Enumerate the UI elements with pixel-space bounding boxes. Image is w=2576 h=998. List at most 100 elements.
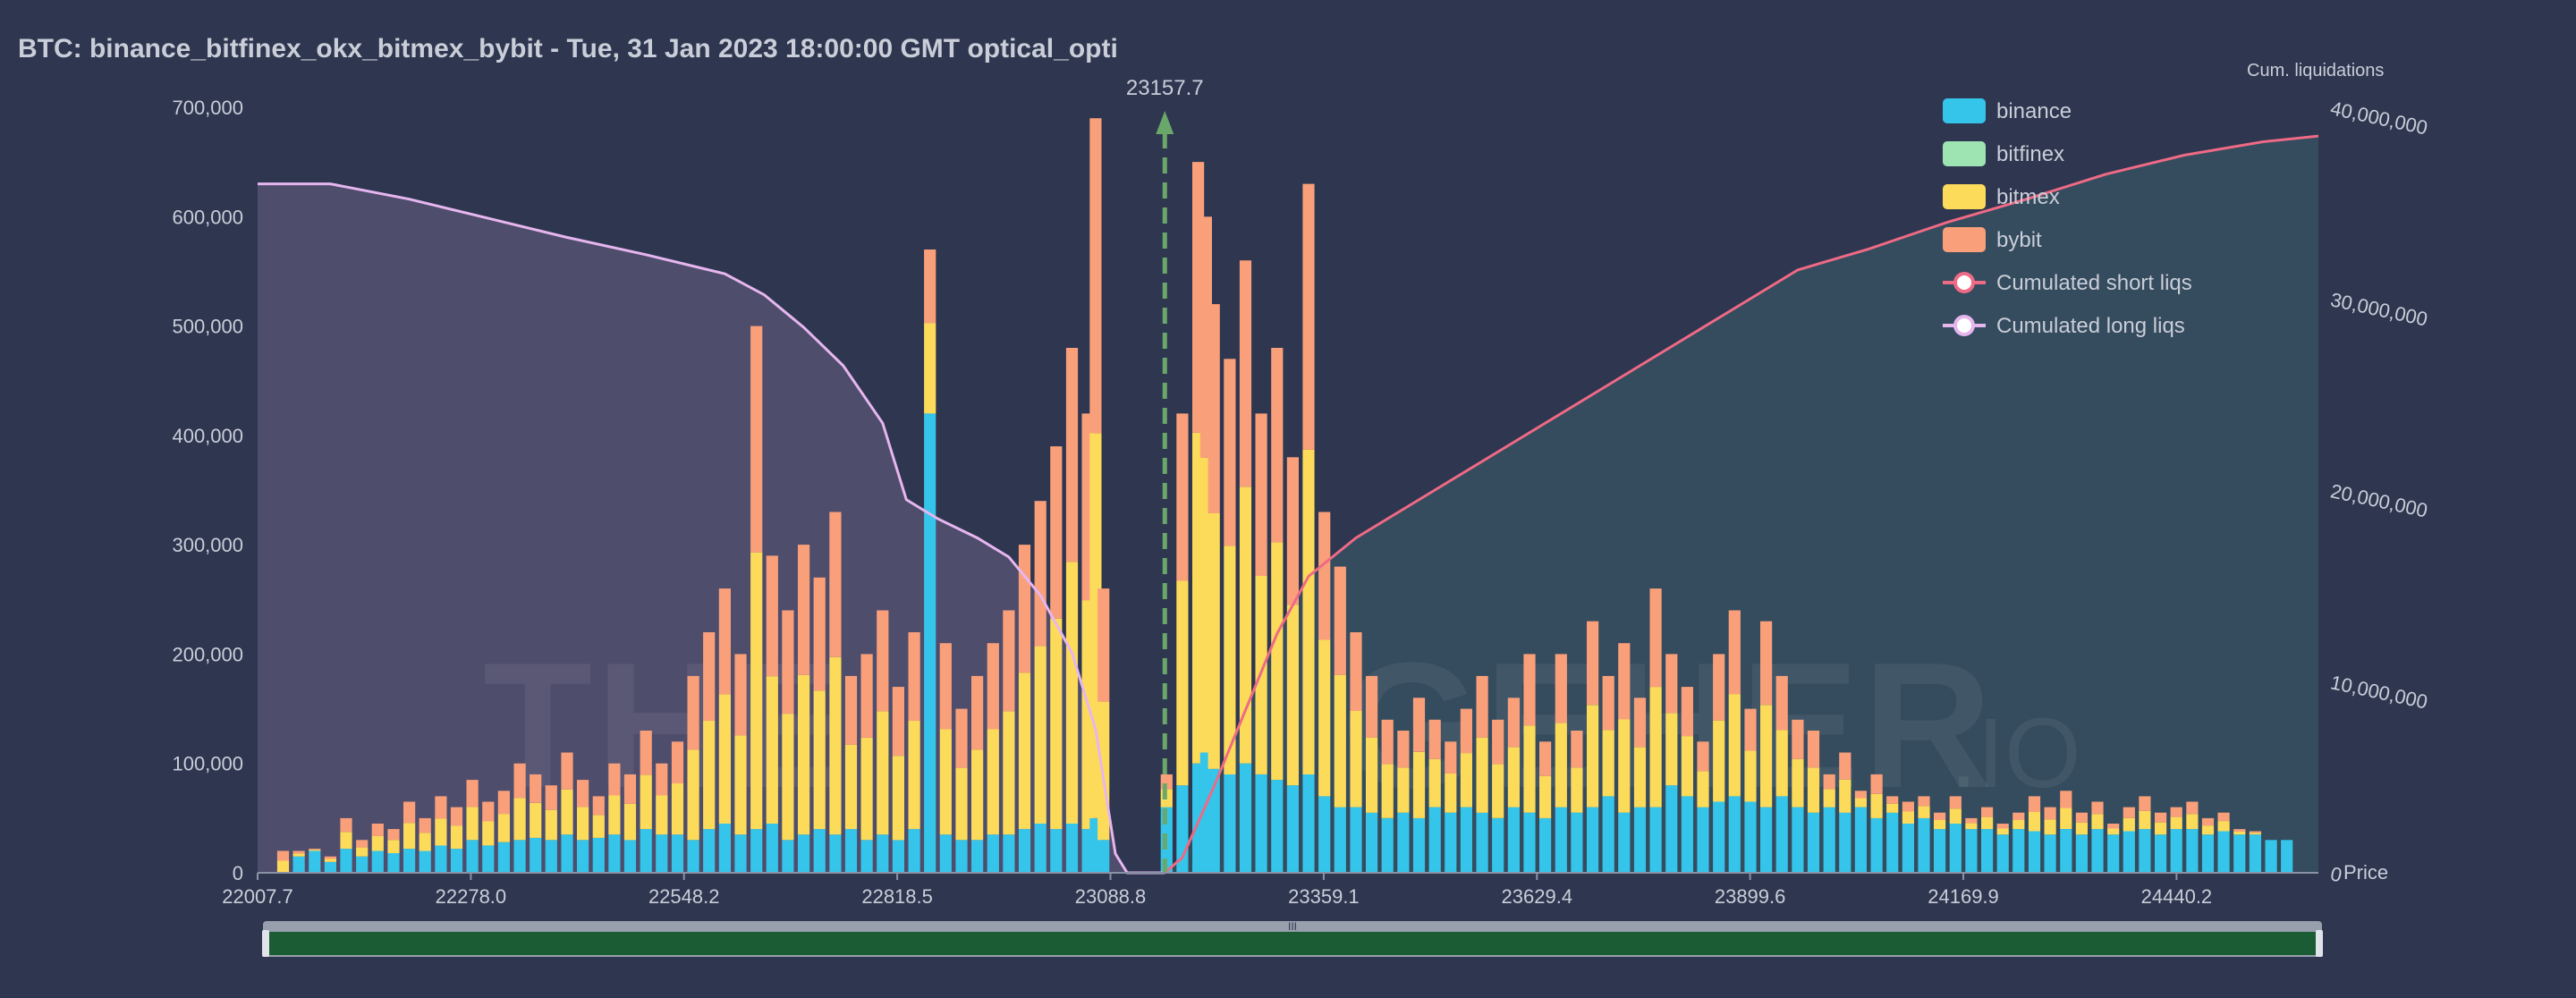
bar-binance [2155, 834, 2167, 873]
bar-bitmex [2012, 820, 2025, 830]
bar-binance [2060, 829, 2072, 873]
bar-bitmex [1823, 789, 1835, 808]
bar-bitmex [1633, 747, 1647, 808]
y-right-axis-ticks: 0 10,000,000 20,000,000 30,000,000 40,000,00… [2328, 97, 2429, 886]
bar-bybit [1918, 796, 1930, 807]
bar-binance [971, 840, 984, 873]
bar-bitmex [1949, 808, 1962, 824]
bar-bitmex [1445, 774, 1457, 813]
bar-binance [545, 840, 557, 873]
zoom-slider-right-handle[interactable] [2316, 930, 2323, 957]
bar-bybit [734, 654, 747, 736]
bar-binance [292, 856, 305, 873]
bar-binance [1271, 780, 1284, 873]
bar-binance [1697, 807, 1709, 873]
bar-bitmex [908, 721, 920, 830]
bar-binance [1397, 812, 1410, 873]
bar-binance [766, 824, 778, 873]
bar-bitmex [2201, 825, 2215, 835]
bar-bybit [829, 512, 842, 657]
bar-bitmex [813, 690, 826, 830]
bar-bybit [718, 588, 731, 695]
bar-bybit [1286, 457, 1299, 605]
zoom-slider[interactable]: III [262, 920, 2323, 957]
y-left-tick-label: 0 [233, 862, 243, 884]
bar-binance [1807, 812, 1820, 873]
bar-bybit [844, 675, 858, 745]
bar-bitmex [987, 729, 999, 835]
bar-bybit [2075, 812, 2088, 823]
bar-bitmex [387, 840, 400, 853]
bar-bitmex [766, 676, 778, 824]
bar-bitmex [718, 694, 731, 824]
bar-bitmex [1412, 751, 1426, 818]
bar-binance [1018, 829, 1031, 873]
bar-bitmex [1065, 562, 1079, 824]
bar-binance [829, 834, 842, 873]
legend-item-cumulated-long-liqs[interactable]: Cumulated long liqs [1943, 314, 2185, 338]
zoom-slider-grip[interactable]: III [1288, 920, 1297, 933]
legend-label: bitmex [1996, 185, 2060, 209]
bar-binance [1886, 812, 1899, 873]
bar-bitmex [671, 783, 684, 835]
bar-bybit [1003, 610, 1015, 712]
bar-bitmex [971, 749, 984, 841]
bar-binance [813, 829, 826, 873]
bar-bybit [1507, 698, 1520, 748]
bar-bybit [435, 796, 447, 819]
legend-item-bitmex[interactable]: bitmex [1943, 184, 2060, 209]
legend-item-cumulated-short-liqs[interactable]: Cumulated short liqs [1943, 271, 2192, 295]
bar-binance [1949, 824, 1962, 873]
legend-item-binance[interactable]: binance [1943, 98, 2072, 123]
bar-binance [1445, 812, 1457, 873]
zoom-slider-left-handle[interactable] [262, 930, 269, 957]
bar-bybit [1792, 719, 1804, 759]
bar-bybit [1539, 741, 1552, 776]
bar-binance [687, 840, 699, 873]
bar-bybit [387, 829, 400, 841]
bar-bybit [592, 796, 605, 816]
bar-binance [371, 850, 384, 873]
bar-binance [640, 829, 652, 873]
bar-bitmex [403, 823, 416, 850]
y-left-tick-label: 400,000 [172, 425, 243, 447]
bar-bybit [530, 774, 542, 803]
bar-binance [1239, 763, 1252, 873]
legend-swatch [1943, 227, 1986, 252]
bar-bybit [1713, 654, 1725, 721]
current-price-marker: 23157.7 [1126, 76, 1204, 873]
bar-binance [1255, 774, 1267, 873]
bar-bitmex [1176, 580, 1189, 786]
bar-bybit [1428, 719, 1441, 759]
bar-bybit [1934, 812, 1946, 820]
bar-bitmex [1681, 736, 1693, 797]
bar-binance [2123, 831, 2135, 873]
bar-bybit [1302, 183, 1315, 450]
bar-bitmex [1713, 720, 1725, 802]
bar-bybit [403, 801, 416, 824]
y-left-tick-label: 500,000 [172, 316, 243, 338]
bar-bitmex [513, 798, 526, 841]
bar-bybit [2060, 791, 2072, 808]
bar-binance [1428, 807, 1441, 873]
legend-item-bybit[interactable]: bybit [1943, 227, 2042, 252]
bar-binance [466, 840, 479, 873]
bar-bitmex [924, 323, 936, 414]
bar-bybit [1823, 774, 1835, 790]
bar-binance [844, 829, 858, 873]
bar-bybit [1633, 698, 1647, 748]
bar-bybit [1492, 719, 1504, 765]
bar-bitmex [1507, 747, 1520, 808]
bar-bitmex [860, 738, 873, 841]
bar-bybit [1649, 588, 1662, 688]
bar-bybit [1902, 801, 1914, 812]
legend[interactable]: binance bitfinex bitmex bybit Cumulated shor… [1943, 98, 2192, 338]
bar-bybit [656, 763, 668, 796]
bar-bybit [513, 763, 526, 799]
bar-bitmex [1886, 803, 1899, 813]
bar-bitmex [1018, 672, 1031, 830]
zoom-slider-selection[interactable] [265, 932, 2320, 955]
bar-bitmex [1918, 806, 1930, 818]
legend-item-bitfinex[interactable]: bitfinex [1943, 141, 2064, 166]
bar-bybit [340, 817, 352, 833]
